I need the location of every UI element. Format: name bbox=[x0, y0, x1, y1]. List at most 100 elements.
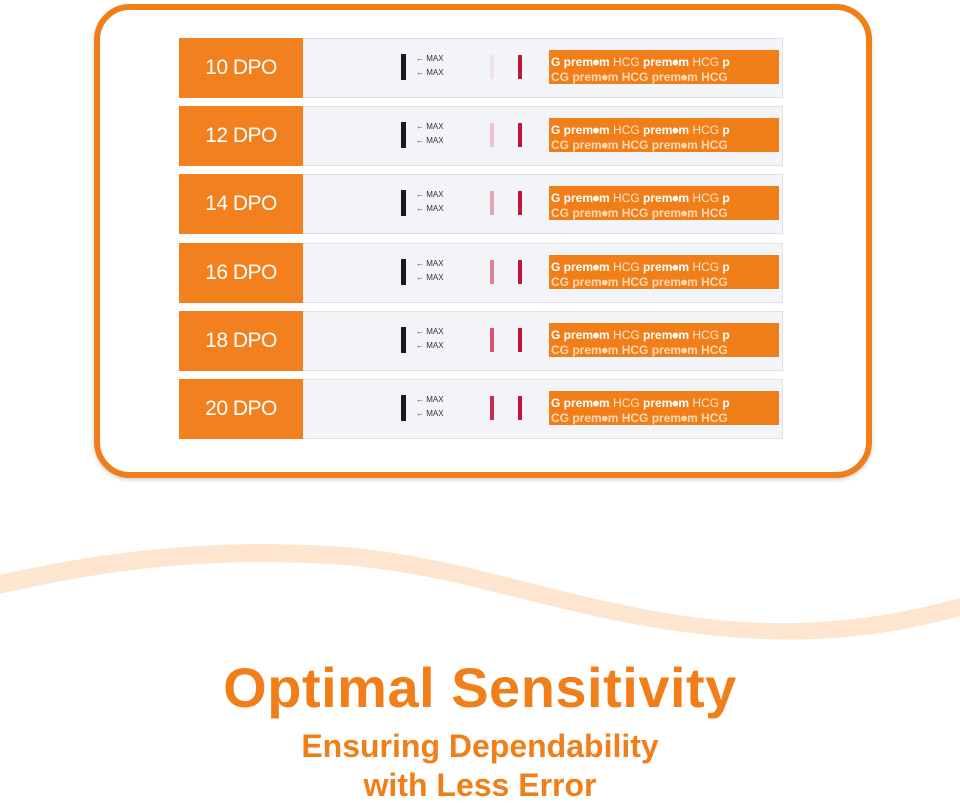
brand-row-2: CG prem⦁m HCG prem⦁m HCG bbox=[551, 275, 728, 289]
max-text: MAX bbox=[426, 395, 444, 404]
brand-band: G prem⦁m HCG prem⦁m HCG p CG prem⦁m HCG p… bbox=[549, 186, 779, 220]
hcg-text: HCG bbox=[621, 343, 649, 357]
brand-text: prem⦁m bbox=[572, 275, 619, 289]
brand-text: prem⦁m bbox=[651, 411, 698, 425]
brand-row-2: CG prem⦁m HCG prem⦁m HCG bbox=[551, 70, 728, 84]
max-text: MAX bbox=[426, 341, 444, 350]
max-markers: ← MAX ← MAX bbox=[416, 188, 444, 216]
headline: Optimal Sensitivity bbox=[223, 656, 737, 719]
brand-band: G prem⦁m HCG prem⦁m HCG p CG prem⦁m HCG p… bbox=[549, 118, 779, 152]
hcg-text: HCG bbox=[701, 275, 728, 289]
max-marker-upper: ← MAX bbox=[416, 327, 444, 336]
max-marker-upper: ← MAX bbox=[416, 54, 444, 63]
brand-row-2: CG prem⦁m HCG prem⦁m HCG bbox=[551, 138, 728, 152]
brand-text: prem⦁m bbox=[651, 206, 698, 220]
control-line bbox=[518, 191, 522, 215]
test-line bbox=[490, 328, 494, 352]
control-line bbox=[518, 396, 522, 420]
max-bar bbox=[401, 259, 406, 285]
brand-band: G prem⦁m HCG prem⦁m HCG p CG prem⦁m HCG p… bbox=[549, 255, 779, 289]
max-markers: ← MAX ← MAX bbox=[416, 257, 444, 285]
brand-text: prem⦁m bbox=[643, 191, 690, 205]
dpo-label: 12 DPO bbox=[179, 106, 303, 166]
hcg-text: HCG bbox=[613, 191, 640, 205]
control-line bbox=[518, 260, 522, 284]
subheadline-line-1: Ensuring Dependability bbox=[301, 728, 659, 764]
dpo-label: 20 DPO bbox=[179, 379, 303, 439]
test-strip: ← MAX ← MAX G prem⦁m HCG prem⦁m HCG p CG pr… bbox=[303, 311, 783, 371]
hcg-text: HCG bbox=[692, 328, 720, 342]
max-markers: ← MAX ← MAX bbox=[416, 120, 444, 148]
test-strip: ← MAX ← MAX G prem⦁m HCG prem⦁m HCG p CG pr… bbox=[303, 38, 783, 98]
test-line bbox=[490, 55, 494, 79]
max-marker-lower: ← MAX bbox=[416, 341, 444, 350]
brand-text: prem⦁m bbox=[563, 396, 610, 410]
max-markers: ← MAX ← MAX bbox=[416, 325, 444, 353]
test-strip-row: 14 DPO ← MAX ← MAX G prem⦁m HCG prem⦁m HCG … bbox=[179, 174, 783, 234]
brand-band: G prem⦁m HCG prem⦁m HCG p CG prem⦁m HCG p… bbox=[549, 50, 779, 84]
max-marker-lower: ← MAX bbox=[416, 204, 444, 213]
control-line bbox=[518, 123, 522, 147]
hcg-text: HCG bbox=[613, 328, 640, 342]
brand-row-1: G prem⦁m HCG prem⦁m HCG p bbox=[551, 328, 730, 342]
test-line bbox=[490, 396, 494, 420]
brand-text: prem⦁m bbox=[643, 260, 690, 274]
test-strip-row: 12 DPO ← MAX ← MAX G prem⦁m HCG prem⦁m HCG … bbox=[179, 106, 783, 166]
hcg-text: HCG bbox=[621, 138, 649, 152]
hcg-text: HCG bbox=[613, 396, 640, 410]
brand-text: prem⦁m bbox=[563, 260, 610, 274]
test-strip-row: 10 DPO ← MAX ← MAX G prem⦁m HCG prem⦁m HCG … bbox=[179, 38, 783, 98]
max-markers: ← MAX ← MAX bbox=[416, 52, 444, 80]
max-marker-upper: ← MAX bbox=[416, 190, 444, 199]
brand-text: prem⦁m bbox=[572, 343, 619, 357]
test-line bbox=[490, 123, 494, 147]
brand-row-2: CG prem⦁m HCG prem⦁m HCG bbox=[551, 206, 728, 220]
hcg-text: HCG bbox=[692, 191, 720, 205]
max-bar bbox=[401, 122, 406, 148]
test-strip-row: 20 DPO ← MAX ← MAX G prem⦁m HCG prem⦁m HCG … bbox=[179, 379, 783, 439]
brand-row-1: G prem⦁m HCG prem⦁m HCG p bbox=[551, 396, 730, 410]
test-strip: ← MAX ← MAX G prem⦁m HCG prem⦁m HCG p CG pr… bbox=[303, 174, 783, 234]
test-line bbox=[490, 191, 494, 215]
max-bar bbox=[401, 54, 406, 80]
max-marker-lower: ← MAX bbox=[416, 273, 444, 282]
test-strip-row: 18 DPO ← MAX ← MAX G prem⦁m HCG prem⦁m HCG … bbox=[179, 311, 783, 371]
max-text: MAX bbox=[426, 190, 444, 199]
max-text: MAX bbox=[426, 259, 444, 268]
max-text: MAX bbox=[426, 136, 444, 145]
decorative-wave bbox=[0, 544, 960, 640]
test-strip-row: 16 DPO ← MAX ← MAX G prem⦁m HCG prem⦁m HCG … bbox=[179, 243, 783, 303]
control-line bbox=[518, 55, 522, 79]
max-marker-lower: ← MAX bbox=[416, 68, 444, 77]
test-line bbox=[490, 260, 494, 284]
test-strip: ← MAX ← MAX G prem⦁m HCG prem⦁m HCG p CG pr… bbox=[303, 243, 783, 303]
brand-band: G prem⦁m HCG prem⦁m HCG p CG prem⦁m HCG p… bbox=[549, 323, 779, 357]
max-marker-lower: ← MAX bbox=[416, 136, 444, 145]
brand-text: prem⦁m bbox=[651, 70, 698, 84]
dpo-label: 14 DPO bbox=[179, 174, 303, 234]
brand-text: prem⦁m bbox=[651, 138, 698, 152]
brand-text: prem⦁m bbox=[572, 70, 619, 84]
max-marker-upper: ← MAX bbox=[416, 395, 444, 404]
brand-text: prem⦁m bbox=[563, 191, 610, 205]
max-text: MAX bbox=[426, 273, 444, 282]
hcg-text: HCG bbox=[692, 123, 720, 137]
brand-text: prem⦁m bbox=[643, 328, 690, 342]
max-text: MAX bbox=[426, 204, 444, 213]
hcg-text: HCG bbox=[701, 343, 728, 357]
brand-text: prem⦁m bbox=[572, 138, 619, 152]
max-marker-upper: ← MAX bbox=[416, 122, 444, 131]
brand-text: prem⦁m bbox=[563, 123, 610, 137]
hcg-text: HCG bbox=[621, 70, 649, 84]
hcg-text: HCG bbox=[621, 275, 649, 289]
brand-text: prem⦁m bbox=[563, 55, 610, 69]
brand-text: prem⦁m bbox=[651, 343, 698, 357]
hcg-text: HCG bbox=[613, 123, 640, 137]
brand-row-1: G prem⦁m HCG prem⦁m HCG p bbox=[551, 191, 730, 205]
max-bar bbox=[401, 395, 406, 421]
hcg-text: HCG bbox=[613, 260, 640, 274]
hcg-text: HCG bbox=[621, 206, 649, 220]
max-markers: ← MAX ← MAX bbox=[416, 393, 444, 421]
max-text: MAX bbox=[426, 409, 444, 418]
brand-row-1: G prem⦁m HCG prem⦁m HCG p bbox=[551, 123, 730, 137]
